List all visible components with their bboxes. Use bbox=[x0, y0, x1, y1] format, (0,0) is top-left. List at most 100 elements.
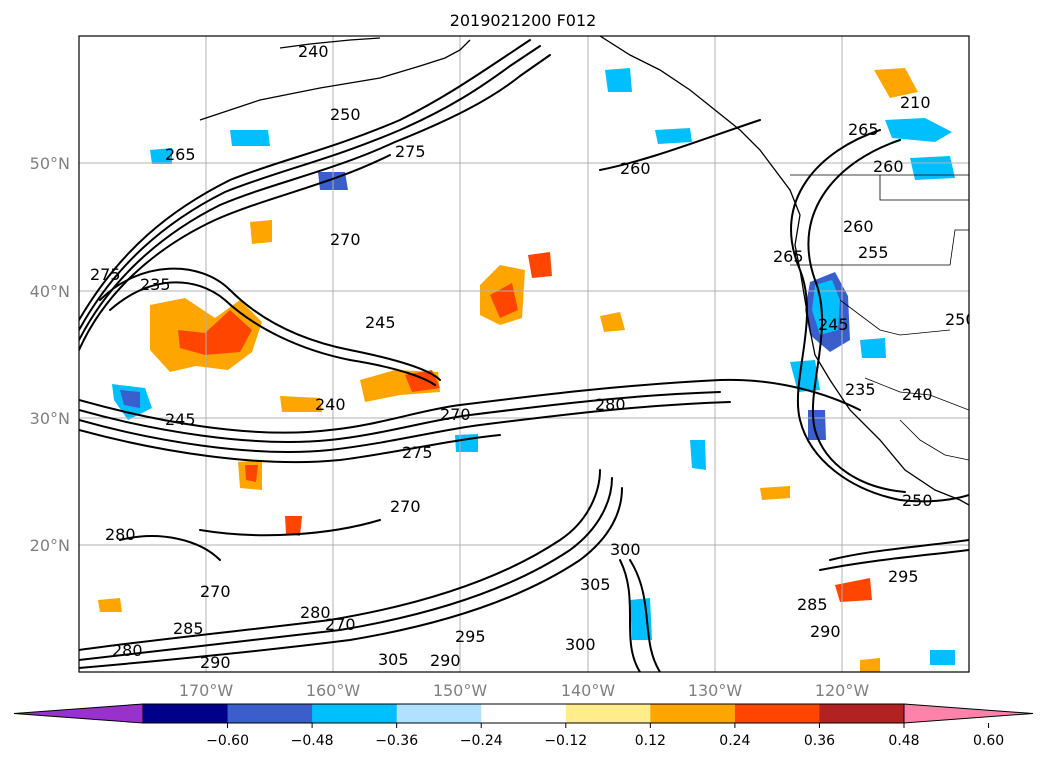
contour-label: 270 bbox=[325, 615, 356, 634]
colorbar-segment bbox=[396, 704, 482, 723]
lon-label: 120°W bbox=[815, 681, 870, 700]
contour-label: 290 bbox=[200, 653, 231, 672]
negative-anomaly-patch bbox=[120, 390, 140, 408]
colorbar-tick-label: 0.48 bbox=[888, 733, 919, 749]
strong-positive-anomaly-patch bbox=[245, 465, 258, 482]
strong-positive-anomaly-patch bbox=[178, 310, 252, 355]
colorbar-tick-label: 0.12 bbox=[635, 733, 666, 749]
colorbar-tick-label: −0.48 bbox=[291, 733, 334, 749]
contour-label: 275 bbox=[402, 443, 433, 462]
contour-labels: 250 265 275 270 260 235 245 240 245 270 … bbox=[90, 42, 976, 672]
longitude-labels: 170°W 160°W 150°W 140°W 130°W 120°W bbox=[179, 681, 870, 700]
contour-label: 300 bbox=[610, 540, 641, 559]
contour-label: 290 bbox=[430, 651, 461, 670]
colorbar-tick-label: −0.36 bbox=[375, 733, 418, 749]
contour-label: 255 bbox=[858, 243, 889, 262]
lon-label: 170°W bbox=[179, 681, 234, 700]
strong-positive-anomaly-patch bbox=[528, 252, 552, 278]
negative-anomaly-patch bbox=[930, 650, 955, 665]
negative-anomaly-patch bbox=[455, 434, 478, 452]
coastlines bbox=[199, 36, 969, 506]
contour-label: 300 bbox=[565, 635, 596, 654]
colorbar-tick-label: 0.36 bbox=[804, 733, 835, 749]
negative-anomaly-patch bbox=[230, 130, 270, 146]
negative-anomaly-patch bbox=[910, 156, 955, 180]
contour-label: 210 bbox=[900, 93, 931, 112]
positive-anomaly-patch bbox=[250, 220, 272, 244]
colorbar-segment bbox=[565, 704, 651, 723]
lat-label: 30°N bbox=[30, 409, 70, 428]
colorbar-segment bbox=[734, 704, 820, 723]
positive-anomaly-patch bbox=[860, 658, 880, 672]
lat-label: 50°N bbox=[30, 154, 70, 173]
colorbar: −0.60 −0.48 −0.36 −0.24 −0.12 0.12 0.24 0.36 0.4… bbox=[13, 703, 1034, 749]
contour-label: 270 bbox=[390, 497, 421, 516]
lon-label: 160°W bbox=[306, 681, 361, 700]
colorbar-segment bbox=[227, 704, 313, 723]
contour-label: 290 bbox=[810, 622, 841, 641]
graticule bbox=[79, 36, 969, 672]
contour-label: 275 bbox=[395, 142, 426, 161]
colorbar-extend-high bbox=[903, 703, 1034, 724]
contour-label: 305 bbox=[580, 575, 611, 594]
negative-anomaly-patch bbox=[860, 338, 886, 358]
latitude-labels: 50°N 40°N 30°N 20°N bbox=[30, 154, 70, 555]
colorbar-segment bbox=[481, 704, 567, 723]
contour-label: 270 bbox=[330, 230, 361, 249]
strong-positive-anomaly-patch bbox=[835, 578, 872, 602]
colorbar-frame bbox=[142, 703, 905, 724]
contour-label: 270 bbox=[200, 582, 231, 601]
contour-label: 295 bbox=[455, 627, 486, 646]
contour-label: 275 bbox=[90, 265, 121, 284]
contour-label: 295 bbox=[888, 567, 919, 586]
strong-positive-anomaly-patch bbox=[490, 283, 518, 318]
colorbar-segment bbox=[650, 704, 736, 723]
colorbar-extend-low bbox=[13, 703, 144, 724]
contour-label: 250 bbox=[902, 491, 933, 510]
contour-label: 285 bbox=[797, 595, 828, 614]
contour-label: 240 bbox=[902, 385, 933, 404]
strong-positive-anomaly-patch bbox=[285, 516, 302, 536]
lon-label: 140°W bbox=[561, 681, 616, 700]
contour-label: 240 bbox=[298, 42, 329, 61]
colorbar-tick-label: −0.24 bbox=[460, 733, 503, 749]
negative-anomaly-patch bbox=[690, 440, 706, 470]
negative-anomaly-patch bbox=[790, 360, 820, 392]
positive-anomaly-patch bbox=[280, 396, 322, 412]
contour-label: 235 bbox=[140, 275, 171, 294]
negative-anomaly-patch bbox=[655, 128, 692, 144]
contour-label: 265 bbox=[165, 145, 196, 164]
contour-label: 265 bbox=[848, 120, 879, 139]
contour-label: 250 bbox=[330, 105, 361, 124]
lat-label: 40°N bbox=[30, 282, 70, 301]
colorbar-tick-label: −0.60 bbox=[206, 733, 249, 749]
map-title: 2019021200 F012 bbox=[450, 11, 597, 30]
contour-label: 260 bbox=[843, 217, 874, 236]
contour-label: 245 bbox=[365, 313, 396, 332]
contour-label: 235 bbox=[845, 380, 876, 399]
contour-label: 245 bbox=[818, 315, 849, 334]
contour-label: 240 bbox=[315, 395, 346, 414]
colorbar-segment bbox=[312, 704, 398, 723]
lon-label: 150°W bbox=[433, 681, 488, 700]
colorbar-tick-label: 0.24 bbox=[719, 733, 750, 749]
contour-lines bbox=[79, 39, 969, 672]
negative-anomaly-patch bbox=[605, 68, 632, 92]
contour-label: 265 bbox=[773, 247, 804, 266]
positive-anomaly-patch bbox=[98, 598, 122, 612]
positive-anomaly-patch bbox=[760, 486, 790, 500]
negative-anomaly-patch bbox=[150, 148, 172, 164]
contour-label: 260 bbox=[620, 159, 651, 178]
contour-label: 280 bbox=[300, 603, 331, 622]
contour-label: 260 bbox=[873, 157, 904, 176]
lat-label: 20°N bbox=[30, 536, 70, 555]
map-area: 250 265 275 270 260 235 245 240 245 270 … bbox=[79, 36, 976, 672]
contour-label: 270 bbox=[440, 405, 471, 424]
colorbar-tick-label: −0.12 bbox=[544, 733, 587, 749]
contour-label: 250 bbox=[945, 310, 976, 329]
map-frame bbox=[78, 35, 970, 673]
contour-label: 280 bbox=[105, 525, 136, 544]
positive-anomaly-patch bbox=[600, 312, 625, 332]
lon-label: 130°W bbox=[688, 681, 743, 700]
